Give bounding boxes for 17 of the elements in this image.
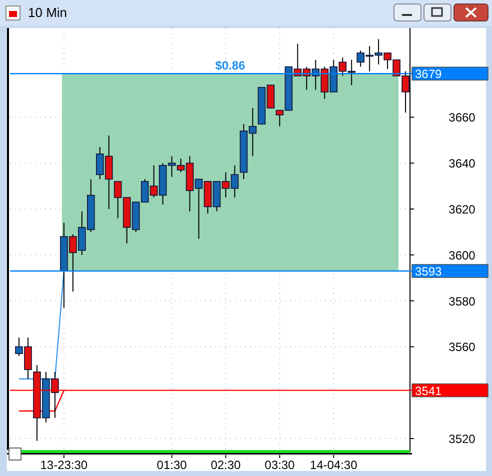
x-tick-label: 03:30 — [264, 458, 296, 472]
x-tick-label: 13-23:30 — [40, 458, 88, 472]
y-tick-label: 3600 — [448, 248, 476, 262]
x-tick-label: 14-04:30 — [310, 458, 358, 472]
ref-line-label: 3593 — [415, 264, 442, 278]
ref-line-label: 3541 — [415, 384, 442, 398]
band-label: $0.86 — [215, 58, 246, 73]
y-tick-label: 3660 — [448, 110, 476, 125]
x-tick-label: 01:30 — [156, 458, 188, 472]
y-tick-label: 3560 — [448, 340, 476, 354]
y-tick-label: 3520 — [448, 432, 476, 446]
y-tick-label: 3620 — [448, 202, 476, 217]
y-tick-label: 3640 — [448, 156, 476, 171]
chart-title: 10 Min — [28, 5, 68, 20]
x-tick-label: 02:30 — [210, 458, 242, 472]
y-tick-label: 3580 — [448, 294, 476, 308]
ref-line-label: 3679 — [415, 67, 442, 82]
